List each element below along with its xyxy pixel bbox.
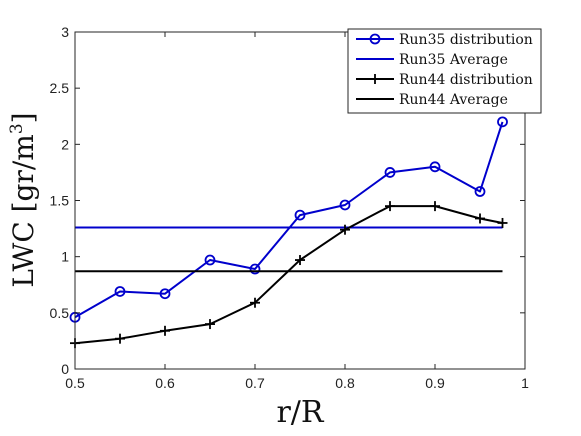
run35-distribution-point [249, 263, 261, 275]
x-tick-label: 0.7 [245, 375, 265, 391]
legend-entry-run44-average: Run44 Average [356, 92, 508, 108]
y-tick-label: 1 [61, 249, 69, 265]
legend-label-run35-average: Run35 Average [399, 52, 508, 68]
run44-distribution-point [115, 333, 125, 344]
y-tick-label: 0 [61, 361, 69, 377]
legend: Run35 distribution Run35 Average Run44 dis… [347, 28, 542, 114]
x-axis-title: r/R [276, 395, 324, 430]
legend-entry-run35-average: Run35 Average [356, 52, 508, 68]
run35-distribution-point [497, 116, 508, 128]
run44-distribution-point [205, 319, 215, 330]
y-tick-label: 1.5 [50, 193, 70, 209]
run44-distribution-point [250, 297, 260, 308]
x-tick-label: 0.6 [155, 375, 175, 391]
run44-distribution-point [430, 201, 440, 212]
run44-distribution-point [475, 213, 485, 224]
run35-distribution-line [74, 121, 504, 319]
y-axis-title-close: ] [7, 112, 40, 123]
legend-entry-run35-distribution: Run35 distribution [356, 32, 533, 48]
legend-entries: Run35 distribution Run35 Average Run44 dis… [356, 32, 533, 108]
legend-entry-run44-distribution: Run44 distribution [356, 72, 533, 88]
y-tick-label: 0.5 [50, 305, 70, 321]
y-axis-title: LWC [gr/m3] [7, 112, 40, 287]
run44-distribution-point [340, 224, 350, 235]
y-tick-label: 3 [61, 24, 69, 40]
run35-distribution-point [204, 254, 216, 266]
x-tick-label: 1 [521, 375, 529, 391]
y-axis-title-main: LWC [gr/m [7, 134, 40, 287]
y-tick-label: 2.5 [50, 80, 70, 96]
run44-distribution-point [295, 255, 305, 266]
run35-distribution-point [429, 161, 441, 173]
x-tick-label: 0.8 [335, 375, 355, 391]
run44-distribution-point [385, 201, 395, 212]
run35-distribution-point [159, 288, 171, 300]
legend-marker-run35-distribution [369, 33, 381, 45]
run35-distribution-point [339, 199, 351, 211]
ticks-layer: 0.5 0.6 0.7 0.8 0.9 100.511.522.53 [50, 24, 530, 391]
legend-label-run44-distribution: Run44 distribution [399, 72, 533, 88]
x-tick-label: 0.5 [65, 375, 85, 391]
series-run44-distribution [70, 201, 508, 349]
run35-distribution-point [114, 286, 126, 297]
y-axis-title-superscript: 3 [7, 123, 27, 134]
legend-marker-run44-distribution [370, 74, 380, 84]
x-tick-label: 0.9 [425, 375, 445, 391]
run44-distribution-point [497, 217, 508, 228]
run35-distribution-point [474, 186, 486, 197]
run35-distribution-point [294, 209, 306, 221]
run44-distribution-point [160, 325, 170, 336]
run35-distribution-point [384, 167, 396, 178]
y-tick-label: 2 [61, 136, 69, 152]
legend-label-run44-average: Run44 Average [399, 92, 508, 108]
legend-label-run35-distribution: Run35 distribution [399, 32, 533, 48]
